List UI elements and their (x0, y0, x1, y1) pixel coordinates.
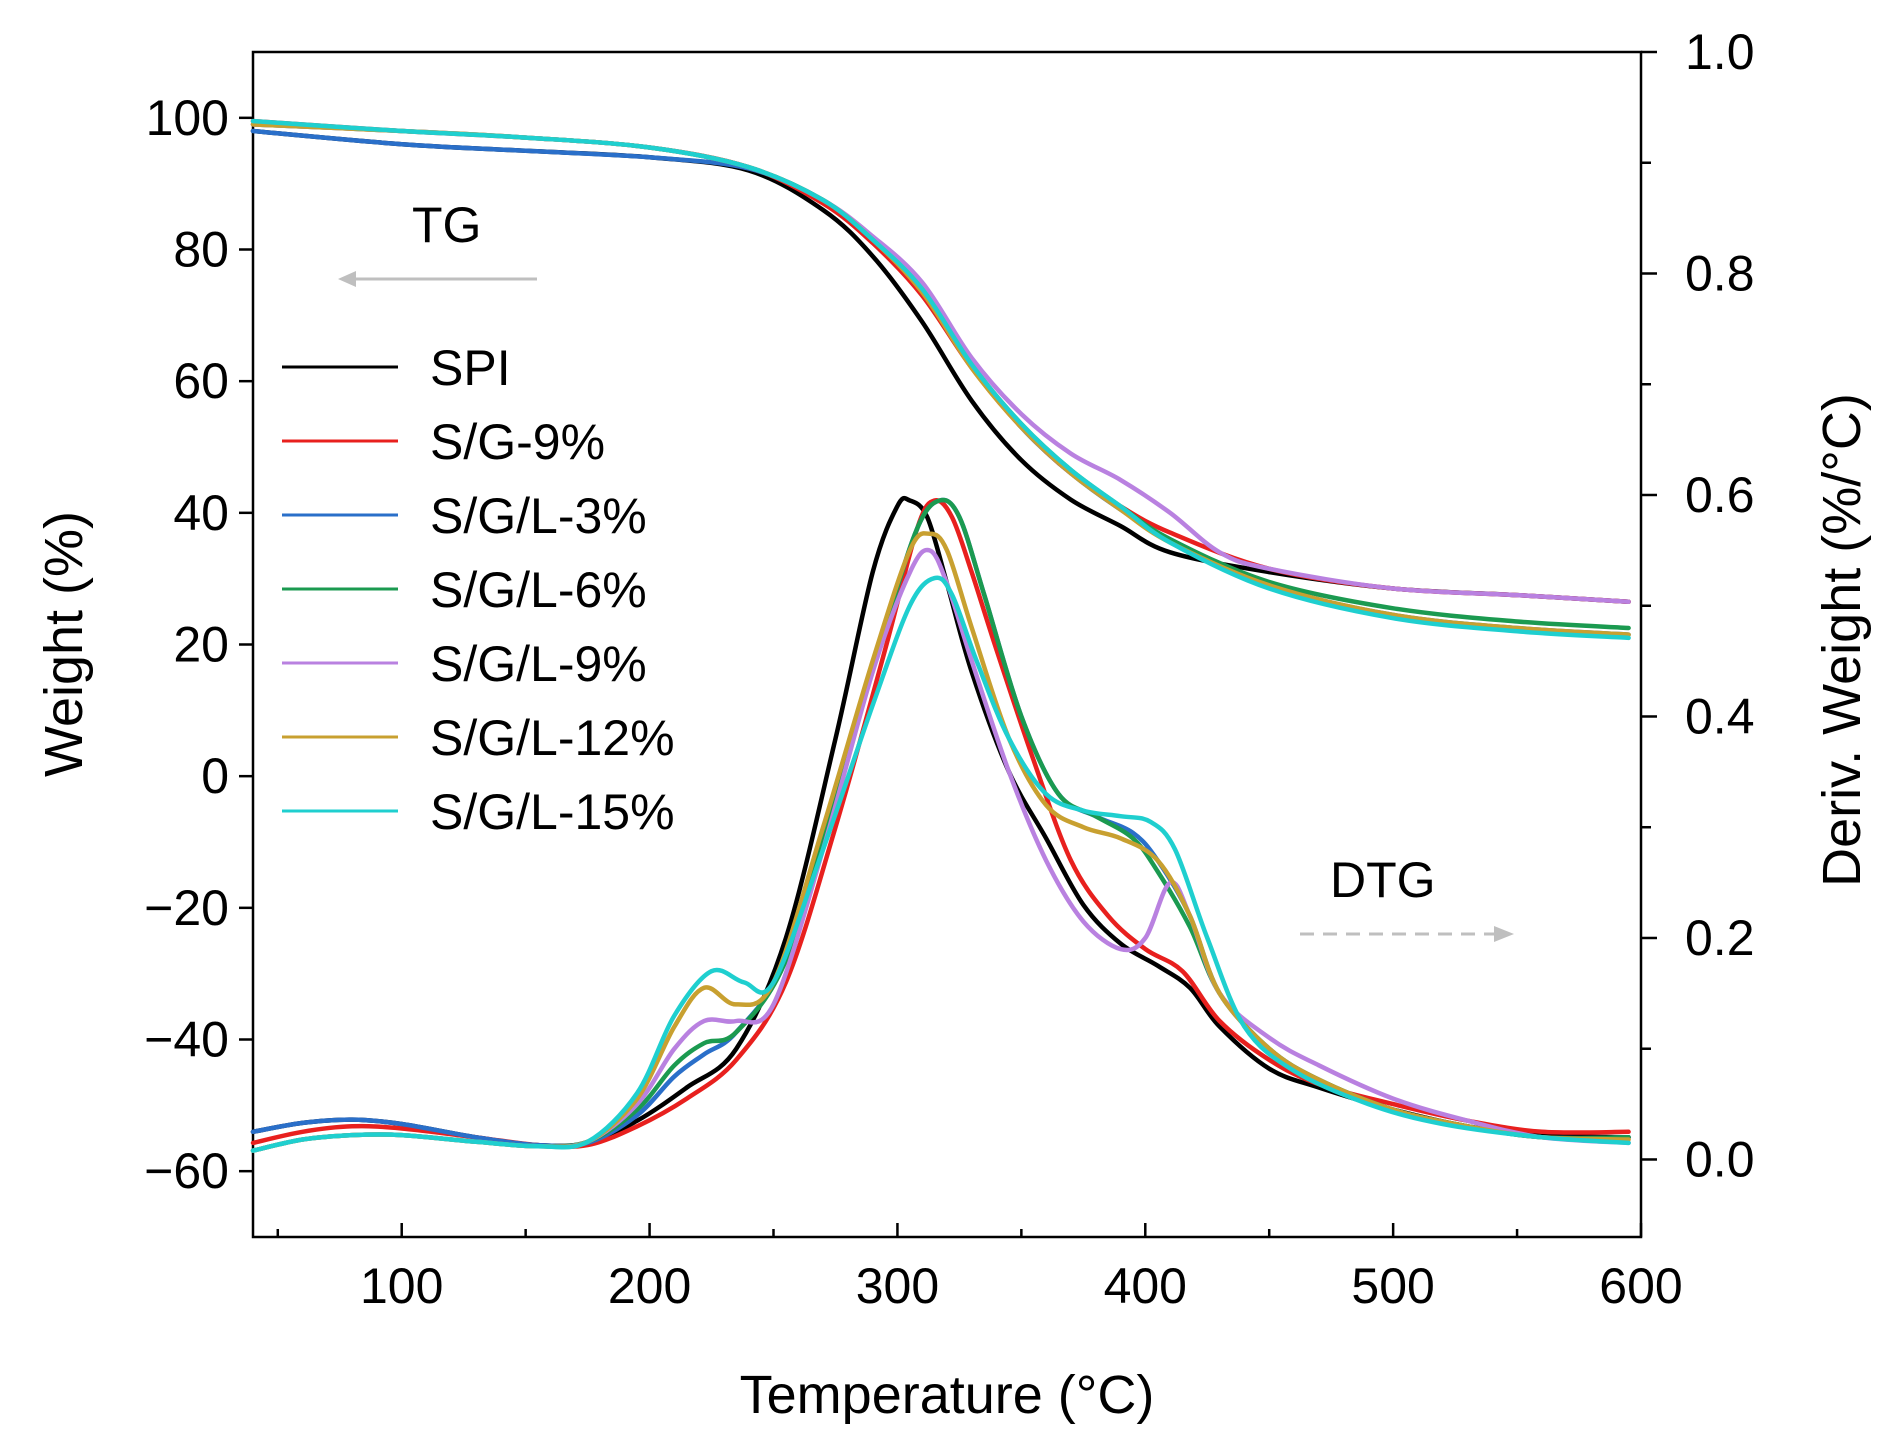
y-left-tick-label: 40 (173, 485, 229, 541)
y-left-tick-label: 100 (146, 90, 229, 146)
x-tick-label: 500 (1351, 1258, 1434, 1314)
x-tick-label: 400 (1104, 1258, 1187, 1314)
x-tick-label: 300 (856, 1258, 939, 1314)
y-left-tick-label: 20 (173, 617, 229, 673)
y-right-tick-label: 0.0 (1685, 1131, 1755, 1187)
legend-label-s-g-l-3: S/G/L-3% (430, 488, 647, 544)
dtg-annotation: DTG (1330, 852, 1436, 908)
legend-label-spi: SPI (430, 340, 511, 396)
tg-curve-s-g-l-15 (250, 118, 1631, 641)
y-axis-left: 100 80 60 40 20 0 −20 −40 −60 (144, 90, 253, 1199)
dtg-curve-s-g-l-12 (250, 531, 1631, 1153)
legend-label-s-g-l-12: S/G/L-12% (430, 710, 675, 766)
legend-label-s-g-l-15: S/G/L-15% (430, 784, 675, 840)
y-right-tick-label: 0.2 (1685, 910, 1755, 966)
y-axis-right: 0.0 0.2 0.4 0.6 0.8 1.0 (1641, 24, 1755, 1187)
x-tick-label: 200 (608, 1258, 691, 1314)
legend-label-s-g-l-6: S/G/L-6% (430, 562, 647, 618)
legend: SPI S/G-9% S/G/L-3% S/G/L-6% S/G/L-9% S/G/L-1… (282, 340, 675, 840)
y-left-tick-label: 0 (201, 748, 229, 804)
x-tick-label: 600 (1599, 1258, 1682, 1314)
y-axis-right-title: Deriv. Weight (%/°C) (1812, 393, 1872, 887)
y-right-tick-label: 0.6 (1685, 467, 1755, 523)
y-axis-left-title: Weight (%) (34, 511, 94, 777)
series-group (250, 118, 1631, 1153)
y-right-tick-label: 1.0 (1685, 24, 1755, 80)
dtg-curve-s-g-l-15 (250, 575, 1631, 1153)
y-left-tick-label: −20 (144, 880, 229, 936)
y-left-tick-label: −60 (144, 1143, 229, 1199)
x-axis: 100 200 300 400 500 600 (276, 1223, 1683, 1314)
dtg-arrow (1300, 926, 1514, 942)
y-right-tick-label: 0.4 (1685, 688, 1755, 744)
y-right-tick-label: 0.8 (1685, 245, 1755, 301)
tg-annotation: TG (412, 197, 481, 253)
y-left-tick-label: 80 (173, 222, 229, 278)
y-left-tick-label: −40 (144, 1012, 229, 1068)
legend-label-s-g-l-9: S/G/L-9% (430, 636, 647, 692)
tg-arrow (338, 271, 537, 287)
x-axis-title: Temperature (°C) (740, 1365, 1155, 1425)
legend-label-s-g-9: S/G-9% (430, 414, 605, 470)
y-left-tick-label: 60 (173, 353, 229, 409)
x-tick-label: 100 (360, 1258, 443, 1314)
